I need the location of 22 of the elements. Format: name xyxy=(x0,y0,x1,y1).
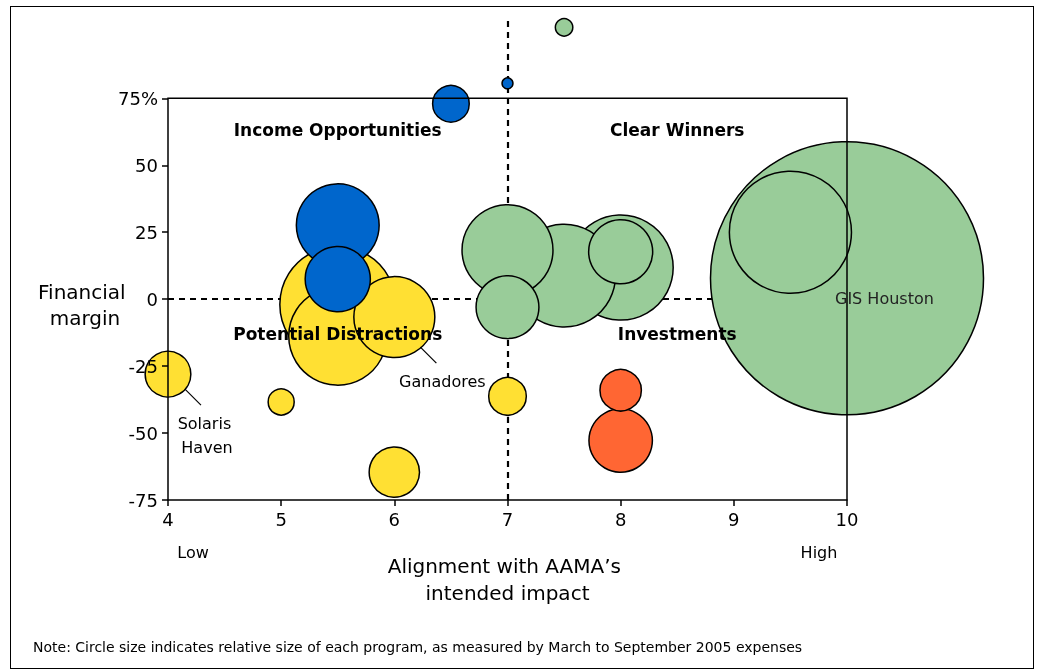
text: Low xyxy=(177,542,209,562)
y-tick-label: -50 xyxy=(128,422,158,444)
text: High xyxy=(800,542,838,562)
x-tick-label: 8 xyxy=(614,508,627,530)
x-tick-label: 9 xyxy=(728,508,740,530)
y-tick-label: 50 xyxy=(135,154,158,176)
y-axis-title: Financial margin xyxy=(38,280,132,331)
annotation: Solaris Haven xyxy=(177,413,237,457)
x-tick-label: 6 xyxy=(388,508,401,530)
x-tick-label: 5 xyxy=(275,508,287,530)
y-tick-label: 25 xyxy=(135,221,158,243)
x-tick-label: 7 xyxy=(501,508,514,530)
annotation: Clear Winners xyxy=(610,120,745,141)
annotation: Income Opportunities xyxy=(233,120,442,141)
y-tick-label: -75 xyxy=(128,489,158,511)
text: Note: Circle size indicates relative size of each program, as measured by March to September 2005 expenses xyxy=(33,639,803,655)
annotation: Ganadores xyxy=(399,371,486,391)
y-tick-label: 75% xyxy=(117,87,158,109)
y-tick-label: 0 xyxy=(146,288,158,310)
x-tick-label: 4 xyxy=(162,508,174,530)
x-tick-label: 10 xyxy=(835,508,859,530)
x-axis-title: Alignment with AAMA’s intended impact xyxy=(387,553,628,605)
